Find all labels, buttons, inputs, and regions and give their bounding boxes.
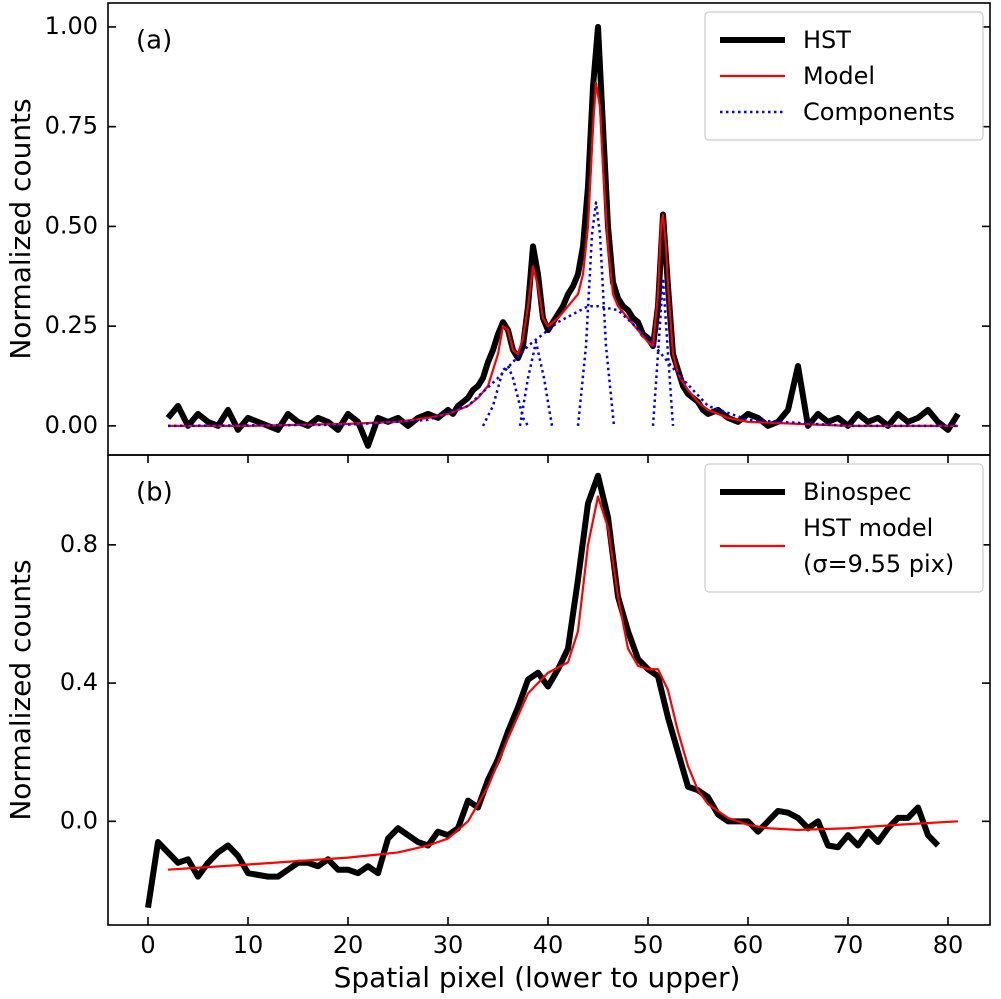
legend-label: Model <box>803 62 876 90</box>
x-tick-label: 70 <box>833 931 864 959</box>
y-axis-label: Normalized counts <box>4 98 37 359</box>
legend-label: HST <box>803 26 851 54</box>
panel-label: (a) <box>136 26 172 56</box>
panel-label: (b) <box>136 478 173 508</box>
data-line <box>167 304 958 428</box>
x-tick-label: 20 <box>333 931 364 959</box>
x-tick-label: 10 <box>233 931 264 959</box>
y-tick-label: 0.0 <box>60 806 98 834</box>
y-tick-label: 0.00 <box>45 411 98 439</box>
y-tick-label: 1.00 <box>45 12 98 40</box>
y-tick-label: 0.8 <box>60 530 98 558</box>
data-line <box>576 201 616 427</box>
y-tick-label: 0.4 <box>60 668 98 696</box>
y-tick-label: 0.25 <box>45 311 98 339</box>
legend-label: Binospec <box>803 478 912 506</box>
x-tick-label: 50 <box>633 931 664 959</box>
data-line <box>167 495 959 871</box>
y-axis-label: Normalized counts <box>4 559 37 820</box>
x-tick-label: 0 <box>140 931 155 959</box>
y-tick-label: 0.50 <box>45 211 98 239</box>
data-line <box>481 364 530 427</box>
data-line <box>651 277 675 426</box>
plot-frame <box>107 454 991 926</box>
data-line <box>145 472 941 909</box>
x-tick-label: 30 <box>433 931 464 959</box>
x-tick-label: 60 <box>733 931 764 959</box>
legend-box <box>704 463 984 593</box>
legend-label: Components <box>803 98 955 126</box>
y-tick-label: 0.75 <box>45 112 98 140</box>
data-line <box>165 23 961 449</box>
data-line <box>168 81 958 427</box>
legend-label: HST model (σ=9.55 pix) <box>803 514 955 578</box>
x-tick-label: 80 <box>933 931 964 959</box>
legend-box <box>704 11 984 141</box>
x-axis-label: Spatial pixel (lower to upper) <box>334 961 741 994</box>
x-tick-label: 40 <box>533 931 564 959</box>
data-line <box>518 340 554 427</box>
